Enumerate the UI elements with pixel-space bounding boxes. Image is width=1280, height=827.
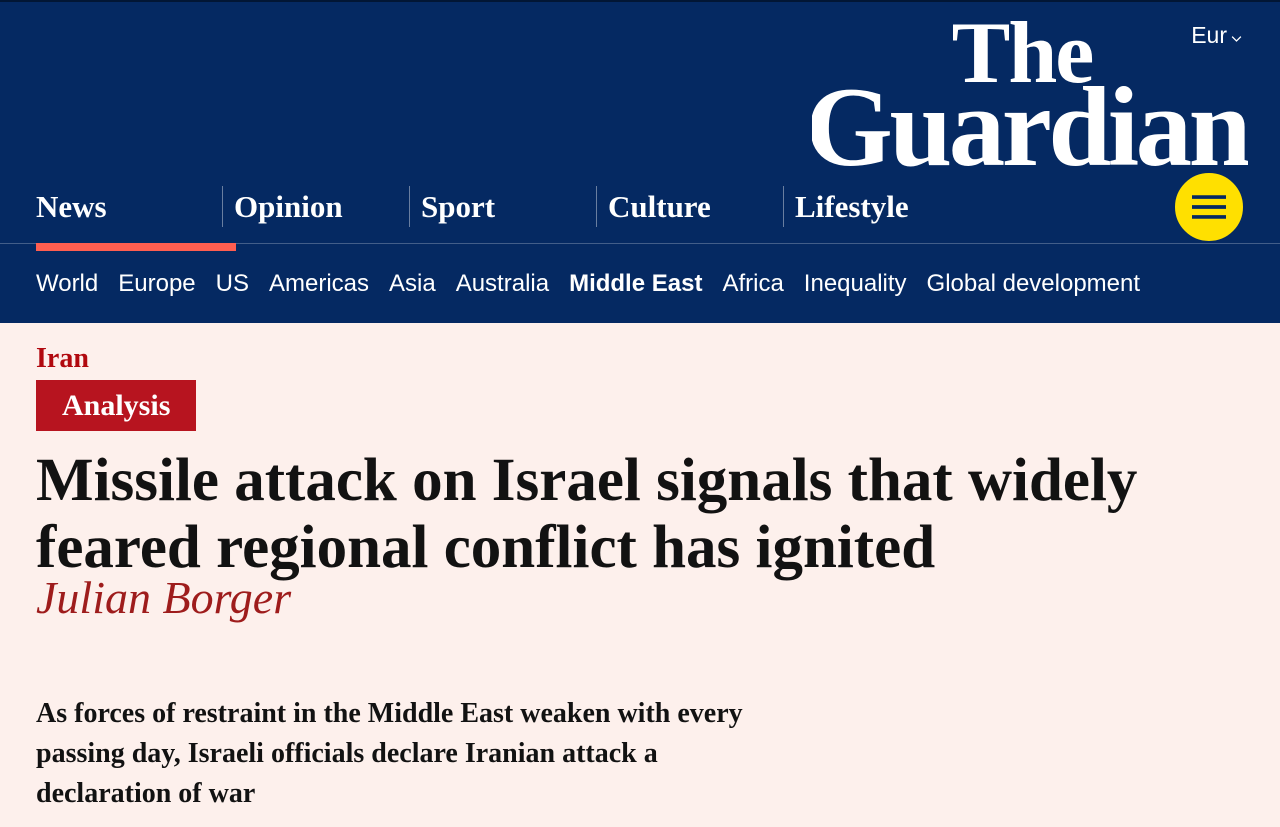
svg-text:Guardian: Guardian bbox=[812, 65, 1248, 167]
